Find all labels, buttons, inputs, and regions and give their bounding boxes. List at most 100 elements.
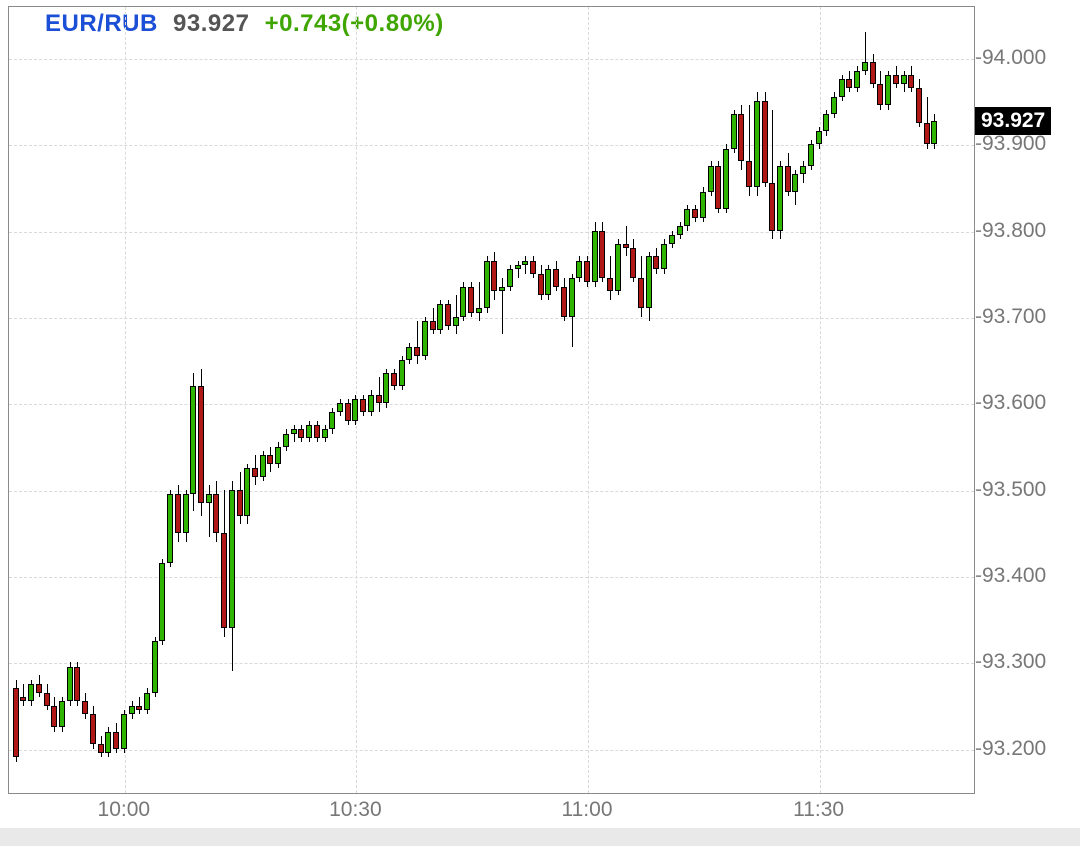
candle-down — [584, 261, 590, 283]
candle-down — [414, 347, 420, 356]
x-axis-label: 10:00 — [98, 798, 151, 822]
candle-up — [576, 261, 582, 278]
candle-up — [322, 429, 328, 438]
candle-up — [754, 101, 760, 187]
candle-up — [152, 641, 158, 693]
candle-wick — [294, 425, 295, 442]
candle-down — [785, 166, 791, 192]
candle-down — [653, 256, 659, 269]
candle-down — [468, 287, 474, 313]
candle-up — [931, 121, 937, 144]
candle-up — [615, 244, 621, 292]
candle-wick — [23, 684, 24, 706]
candle-up — [105, 732, 111, 754]
grid-line-h — [9, 577, 974, 578]
candle-up — [800, 166, 806, 175]
y-axis-label: -93.300 — [975, 650, 1046, 674]
candle-down — [298, 429, 304, 438]
candle-up — [144, 693, 150, 710]
candle-down — [267, 455, 273, 464]
candle-up — [708, 166, 714, 192]
candle-down — [90, 714, 96, 744]
candle-down — [769, 183, 775, 231]
candle-down — [20, 697, 26, 701]
candle-up — [661, 244, 667, 270]
candle-up — [901, 75, 907, 84]
x-axis-label: 10:30 — [329, 798, 382, 822]
candle-down — [893, 75, 899, 84]
candle-wick — [626, 226, 627, 256]
candle-up — [283, 434, 289, 447]
candle-up — [854, 71, 860, 88]
candle-up — [792, 174, 798, 191]
candle-up — [244, 468, 250, 516]
candle-up — [777, 166, 783, 231]
candle-up — [167, 494, 173, 563]
candle-up — [646, 256, 652, 308]
candle-up — [291, 429, 297, 433]
y-axis-label: -93.500 — [975, 478, 1046, 502]
candle-up — [59, 701, 65, 727]
candle-down — [391, 373, 397, 386]
y-axis-label: -94.000 — [975, 46, 1046, 70]
candle-up — [862, 62, 868, 71]
candle-up — [437, 304, 443, 330]
candle-up — [229, 490, 235, 628]
candle-wick — [417, 321, 418, 364]
candle-up — [406, 347, 412, 360]
candle-up — [522, 261, 528, 265]
y-axis-label: -93.400 — [975, 564, 1046, 588]
candle-up — [67, 667, 73, 702]
candle-down — [136, 706, 142, 710]
candle-down — [916, 88, 922, 123]
candle-down — [252, 468, 258, 477]
candle-up — [121, 714, 127, 749]
grid-line-h — [9, 491, 974, 492]
candle-up — [484, 261, 490, 309]
candle-down — [715, 166, 721, 209]
candle-down — [738, 114, 744, 162]
candle-up — [885, 75, 891, 105]
candle-down — [908, 75, 914, 88]
candle-up — [515, 265, 521, 269]
candle-down — [924, 123, 930, 145]
candle-down — [553, 269, 559, 286]
candle-down — [213, 494, 219, 533]
candle-down — [638, 278, 644, 308]
candle-up — [723, 149, 729, 209]
y-axis-label: -93.800 — [975, 219, 1046, 243]
candle-up — [684, 209, 690, 226]
candle-down — [430, 321, 436, 330]
grid-line-h — [9, 318, 974, 319]
candle-down — [175, 494, 181, 533]
candle-down — [692, 209, 698, 218]
candle-down — [599, 231, 605, 279]
candle-down — [345, 403, 351, 420]
candle-down — [538, 274, 544, 296]
grid-line-v — [588, 7, 589, 793]
candle-wick — [518, 261, 519, 278]
bottom-strip — [0, 828, 1080, 846]
grid-line-h — [9, 59, 974, 60]
candle-down — [113, 732, 119, 749]
candle-up — [816, 131, 822, 144]
candle-down — [13, 688, 19, 757]
candle-up — [337, 403, 343, 412]
candle-down — [198, 386, 204, 503]
candle-up — [499, 287, 505, 291]
candle-down — [877, 84, 883, 106]
candle-up — [700, 192, 706, 218]
candle-down — [746, 161, 752, 187]
grid-line-h — [9, 232, 974, 233]
candle-wick — [479, 282, 480, 321]
candle-up — [275, 447, 281, 464]
candle-up — [329, 412, 335, 429]
candle-down — [74, 667, 80, 702]
candle-down — [607, 278, 613, 291]
candle-up — [260, 455, 266, 477]
grid-line-v — [820, 7, 821, 793]
candle-down — [846, 79, 852, 88]
candle-up — [383, 373, 389, 403]
candle-up — [677, 226, 683, 235]
candle-down — [314, 425, 320, 438]
